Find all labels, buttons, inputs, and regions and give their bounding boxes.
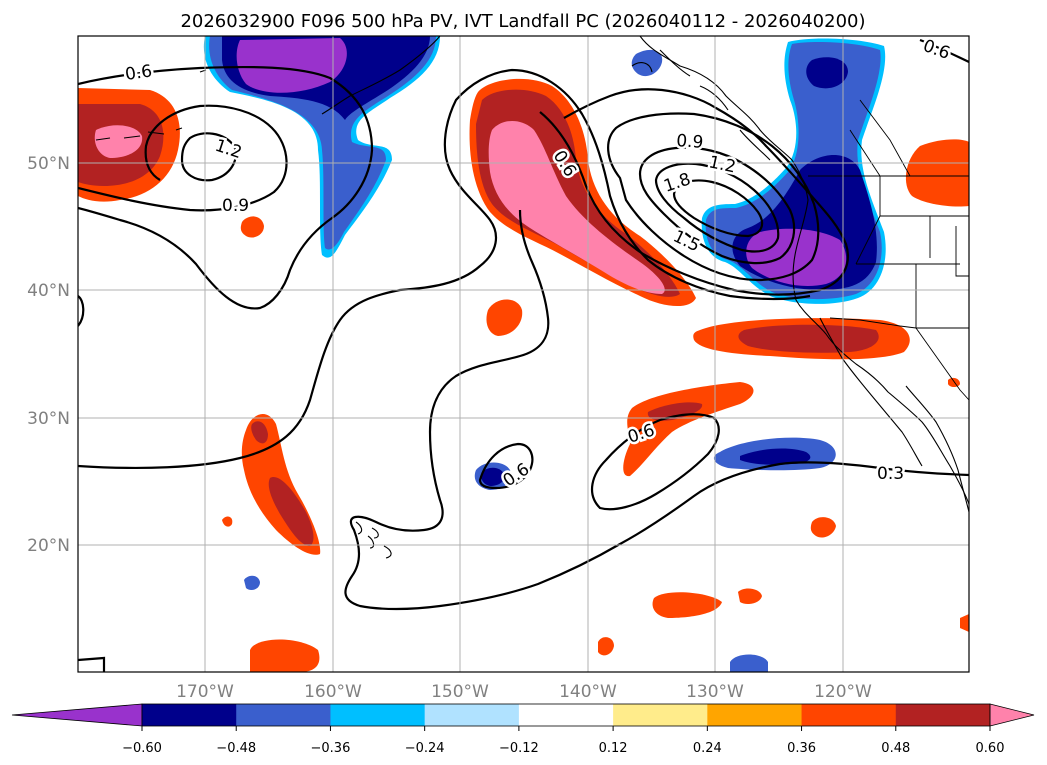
- contour-0-6-sw: [78, 656, 106, 672]
- contour-1-2-coast: [638, 146, 796, 265]
- lon-label-120w: 120°W: [814, 682, 872, 702]
- colorbar-segment: [518, 704, 614, 726]
- lon-labels: 170°W 160°W 150°W 140°W 130°W 120°W: [176, 682, 872, 702]
- pos-region-small-7: [598, 637, 614, 656]
- colorbar-segment: [424, 704, 520, 726]
- lon-label-150w: 150°W: [431, 682, 489, 702]
- colorbar-tick-label: −0.12: [499, 741, 539, 756]
- lat-label-30n: 30°N: [27, 409, 70, 429]
- colorbar-segment: [707, 704, 803, 726]
- lat-label-40n: 40°N: [27, 281, 70, 301]
- colorbar-tick-label: −0.48: [216, 741, 256, 756]
- baja-coastline: [819, 317, 923, 467]
- colorbar: −0.60 −0.48 −0.36 −0.24 −0.12 0.12 0.24 0.36 0.4…: [11, 703, 1035, 756]
- map-frame: [77, 35, 970, 673]
- neg-region-ak-48: [806, 57, 848, 89]
- colorbar-tick-label: 0.60: [976, 741, 1005, 756]
- colorbar-segments: [11, 703, 1035, 727]
- colorbar-segment: [895, 704, 991, 726]
- contour-0-6-ne: [919, 38, 969, 63]
- pos-region-hawaii-w-48: [251, 421, 314, 546]
- contour-1-5-coast: [654, 162, 780, 253]
- colorbar-tick-label: 0.48: [881, 741, 910, 756]
- colorbar-tick-label: −0.60: [122, 741, 162, 756]
- pos-region-small-5: [738, 588, 762, 604]
- pos-region-small-4: [652, 592, 722, 618]
- colorbar-extend-min: [11, 703, 143, 727]
- pos-region-small-8: [960, 614, 969, 632]
- contour-0-6-coast: [539, 88, 850, 296]
- contour-0-6-wedge: [78, 295, 85, 327]
- aleutian-islands: [95, 69, 207, 141]
- contour-0-6-northwest: [78, 65, 374, 310]
- colorbar-segment: [236, 704, 331, 726]
- hawaii-islands: [355, 521, 392, 559]
- neg-region-south-1: [730, 654, 768, 672]
- pos-region-mid-1: [486, 299, 523, 336]
- pos-region-mid-2b: [647, 402, 703, 421]
- colorbar-segment: [330, 704, 426, 726]
- pos-region-baja-48: [738, 324, 879, 353]
- colorbar-tick-label: 0.24: [693, 741, 722, 756]
- pos-region-mid-2: [623, 382, 754, 477]
- coastlines: [95, 36, 969, 559]
- lon-label-140w: 140°W: [559, 682, 617, 702]
- gridlines: [78, 36, 969, 672]
- contour-label: 0.6: [124, 61, 154, 85]
- colorbar-frame: [141, 703, 991, 727]
- neg-region-coast-bc: [631, 49, 663, 77]
- pos-region-small-1: [240, 216, 264, 238]
- colorbar-tick-label: −0.36: [311, 741, 351, 756]
- lon-label-170w: 170°W: [176, 682, 234, 702]
- colorbar-segment: [613, 704, 708, 726]
- colorbar-tick-label: 0.36: [787, 741, 816, 756]
- pos-region-small-3: [250, 639, 320, 672]
- neg-region-subtrop-1b: [740, 448, 811, 465]
- lat-label-50n: 50°N: [27, 154, 70, 174]
- lon-label-160w: 160°W: [304, 682, 362, 702]
- pv-contours: [78, 38, 969, 672]
- contour-0-9-west: [78, 104, 288, 212]
- lat-label-20n: 20°N: [27, 536, 70, 556]
- figure-title: 2026032900 F096 500 hPa PV, IVT Landfall…: [180, 11, 865, 32]
- contour-label: 0.9: [222, 196, 249, 216]
- contour-1-2-west: [180, 132, 237, 182]
- contour-0-3-main: [78, 68, 811, 470]
- colorbar-tick-label: 0.12: [599, 741, 628, 756]
- lat-labels: 50°N 40°N 30°N 20°N: [27, 154, 70, 556]
- neg-region-north-60: [236, 38, 347, 93]
- map-panel: 0.6 1.2 0.9 0.6 0.9 1.2 1.8 1.5 0.6 0.6 …: [77, 35, 970, 673]
- mexico-coast-south: [905, 385, 969, 513]
- colorbar-extend-max: [989, 703, 1035, 727]
- contour-0-6-hawaii: [478, 442, 534, 490]
- colorbar-ticks: −0.60 −0.48 −0.36 −0.24 −0.12 0.12 0.24 0.36 0.4…: [122, 726, 1004, 756]
- contour-1-8-coast: [672, 179, 764, 238]
- pos-region-west-60: [94, 125, 143, 158]
- pos-region-ar-60: [488, 121, 665, 294]
- mexico-border: [829, 317, 917, 329]
- alaska-coast: [321, 36, 441, 115]
- colorbar-segment: [801, 704, 897, 726]
- neg-region-coast-60: [746, 228, 847, 287]
- contour-label: 0.3: [877, 464, 904, 484]
- na-coastline: [639, 36, 969, 505]
- neg-region-south-2: [244, 575, 260, 590]
- pos-region-east: [905, 139, 969, 207]
- colorbar-segment: [142, 704, 237, 726]
- lon-label-130w: 130°W: [686, 682, 744, 702]
- colorbar-tick-label: −0.24: [405, 741, 445, 756]
- contour-0-9-coast: [607, 112, 820, 282]
- pos-region-small-2: [222, 516, 233, 527]
- contour-0-3-lower: [344, 209, 969, 611]
- neg-region-subtrop-2b: [481, 467, 505, 486]
- pos-region-small-9: [948, 377, 960, 387]
- contour-label: 0.9: [676, 131, 704, 153]
- pos-region-small-6: [810, 517, 836, 538]
